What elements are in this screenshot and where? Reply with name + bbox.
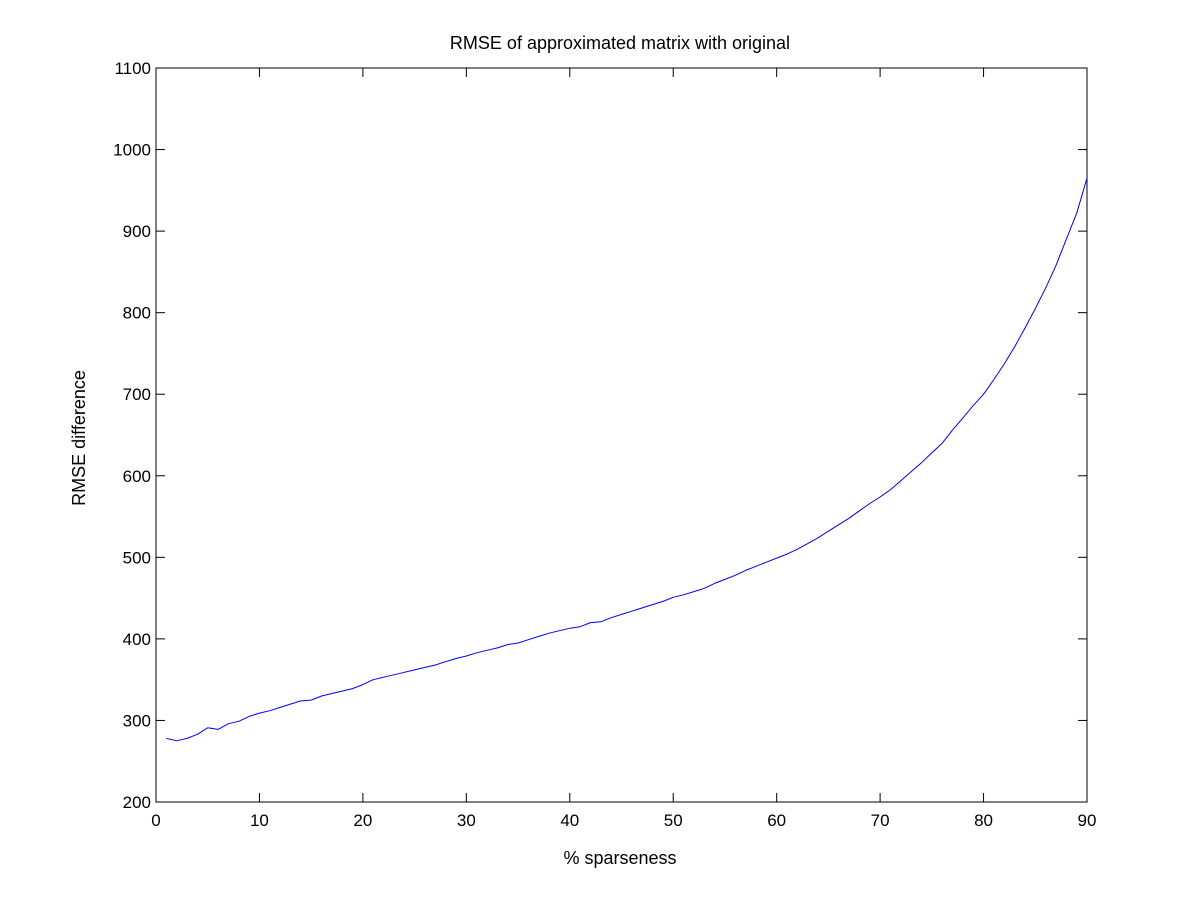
x-tick-label: 80 bbox=[974, 811, 993, 830]
x-tick-label: 90 bbox=[1078, 811, 1097, 830]
y-tick-label: 600 bbox=[123, 467, 151, 486]
y-axis-label: RMSE difference bbox=[69, 370, 89, 506]
y-tick-label: 500 bbox=[123, 548, 151, 567]
y-tick-label: 900 bbox=[123, 222, 151, 241]
y-tick-label: 300 bbox=[123, 711, 151, 730]
y-tick-label: 1000 bbox=[113, 141, 151, 160]
y-tick-label: 700 bbox=[123, 385, 151, 404]
x-tick-label: 30 bbox=[457, 811, 476, 830]
x-tick-label: 60 bbox=[767, 811, 786, 830]
x-tick-label: 50 bbox=[664, 811, 683, 830]
series-line-0 bbox=[166, 177, 1088, 742]
y-tick-label: 200 bbox=[123, 793, 151, 812]
chart-title: RMSE of approximated matrix with origina… bbox=[450, 33, 790, 53]
plot-frame bbox=[155, 67, 1088, 803]
x-axis-label: % sparseness bbox=[563, 848, 676, 868]
x-tick-label: 10 bbox=[250, 811, 269, 830]
x-tick-label: 0 bbox=[151, 811, 160, 830]
x-tick-label: 20 bbox=[353, 811, 372, 830]
plot-area bbox=[155, 67, 1088, 803]
y-tick-label: 800 bbox=[123, 304, 151, 323]
y-axis: 200 300 400 500 600 700 800 900 1000 1100 bbox=[113, 59, 1087, 812]
x-tick-label: 70 bbox=[871, 811, 890, 830]
x-axis: 0 10 20 30 40 50 60 70 80 90 bbox=[151, 68, 1096, 830]
x-tick-label: 40 bbox=[560, 811, 579, 830]
y-tick-label: 1100 bbox=[114, 59, 151, 78]
y-tick-label: 400 bbox=[123, 630, 151, 649]
